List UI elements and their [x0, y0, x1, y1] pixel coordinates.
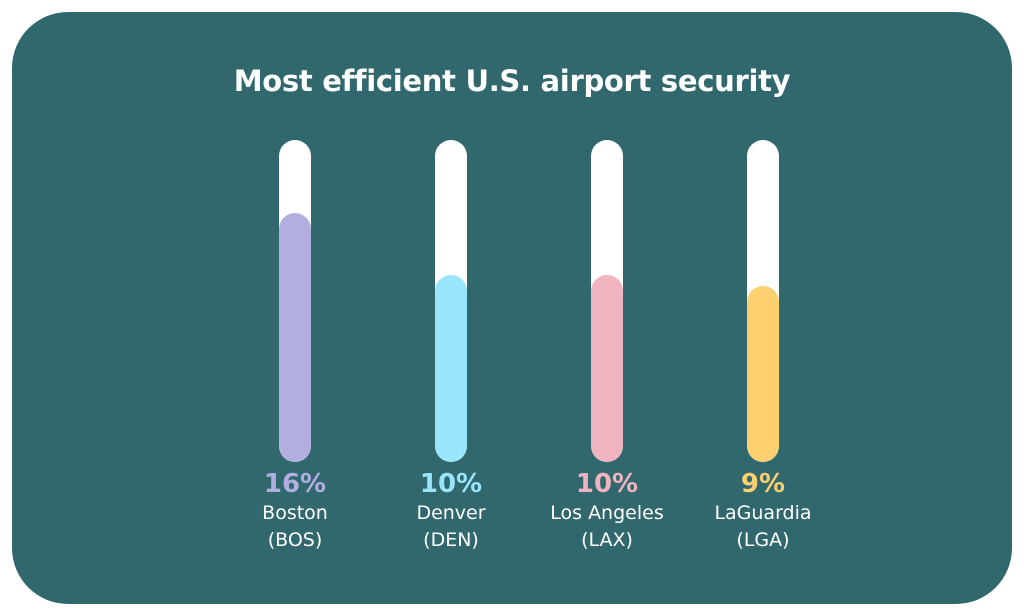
airport-code-label: (BOS)	[267, 529, 323, 551]
airport-code-label: (LAX)	[581, 529, 633, 551]
bar-group-denver: 10% Denver (DEN)	[373, 140, 529, 554]
value-label: 9%	[740, 469, 786, 499]
bar-track	[279, 140, 311, 462]
bar-track	[591, 140, 623, 462]
bar-group-los-angeles: 10% Los Angeles (LAX)	[529, 140, 685, 554]
bar-fill	[279, 212, 311, 462]
bar-group-boston: 16% Boston (BOS)	[217, 140, 373, 554]
category-label: Los Angeles	[550, 502, 664, 524]
category-label: Denver	[416, 502, 486, 524]
bar-track	[435, 140, 467, 462]
bar-fill	[591, 274, 623, 462]
category-label: Boston	[262, 502, 328, 524]
bar-track	[747, 140, 779, 462]
value-label: 10%	[419, 469, 483, 499]
airport-code-label: (DEN)	[423, 529, 479, 551]
chart-card: Most efficient U.S. airport security 16%…	[12, 12, 1012, 604]
chart-title: Most efficient U.S. airport security	[233, 64, 791, 98]
airport-code-label: (LGA)	[736, 529, 790, 551]
value-label: 10%	[575, 469, 639, 499]
value-label: 16%	[263, 469, 327, 499]
bar-fill	[747, 285, 779, 462]
bar-fill	[435, 274, 467, 462]
category-label: LaGuardia	[714, 502, 812, 524]
bar-group-laguardia: 9% LaGuardia (LGA)	[685, 140, 841, 554]
